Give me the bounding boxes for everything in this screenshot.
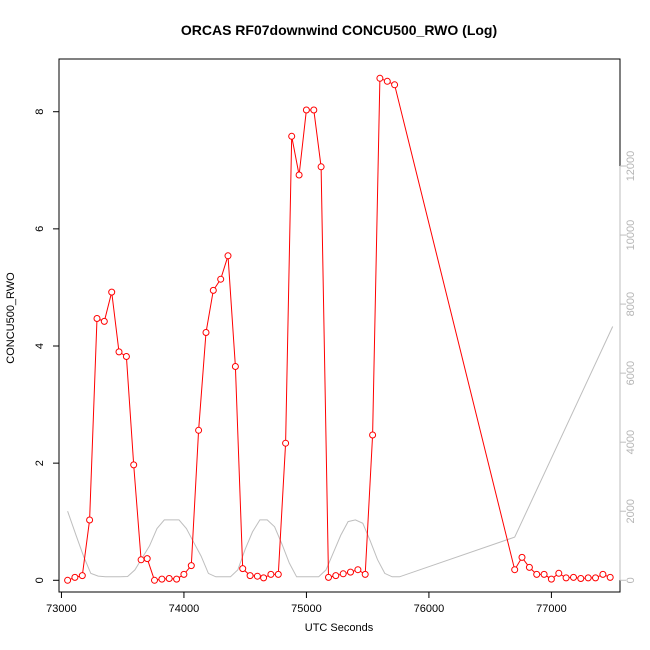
primary-data-point — [391, 81, 399, 89]
y-left-tick-label: 2 — [34, 460, 46, 466]
primary-data-point — [122, 353, 130, 360]
primary-data-point — [310, 106, 318, 114]
primary-data-point — [71, 573, 79, 581]
primary-data-point — [173, 575, 181, 583]
primary-data-point — [547, 575, 555, 583]
primary-data-point — [592, 574, 599, 582]
primary-data-point — [511, 566, 519, 574]
primary-data-point — [137, 556, 145, 564]
primary-data-point — [115, 348, 123, 356]
secondary-series — [67, 326, 614, 578]
primary-data-point — [187, 562, 195, 570]
primary-data-point — [260, 574, 268, 582]
primary-data-point — [93, 315, 101, 322]
primary-data-point — [64, 576, 72, 584]
x-tick-label: 76000 — [414, 603, 445, 615]
y-left-tick-label: 0 — [34, 577, 46, 583]
x-tick-label: 73000 — [46, 603, 77, 615]
y-left-tick-label: 6 — [34, 226, 46, 232]
primary-series — [64, 74, 614, 584]
primary-data-point — [202, 329, 210, 336]
primary-data-point — [525, 563, 533, 571]
primary-data-point — [376, 74, 384, 82]
primary-data-point — [282, 439, 290, 447]
primary-data-point — [518, 553, 526, 561]
x-tick-label: 74000 — [169, 603, 200, 615]
y-axis-label: CONCU500_RWO — [5, 272, 17, 364]
x-tick-label: 75000 — [291, 603, 322, 615]
primary-data-point — [195, 426, 203, 434]
primary-data-point — [383, 77, 391, 85]
primary-data-point — [339, 570, 347, 578]
primary-data-point — [231, 363, 239, 370]
plot-area-frame — [58, 58, 621, 593]
primary-data-point — [180, 570, 188, 578]
primary-data-point — [130, 461, 138, 469]
x-axis: 73000 74000 75000 76000 77000 — [46, 591, 567, 615]
primary-data-point — [295, 171, 303, 179]
primary-data-point — [100, 317, 108, 325]
primary-data-point — [354, 566, 362, 574]
y-right-tick-label: 8000 — [625, 292, 637, 316]
primary-data-point — [288, 132, 296, 140]
y-right-tick-label: 2000 — [625, 499, 637, 523]
x-axis-label: UTC Seconds — [305, 622, 374, 634]
primary-data-point — [533, 570, 541, 578]
primary-data-point — [246, 572, 254, 580]
primary-data-point — [224, 252, 232, 260]
primary-series-line — [67, 77, 611, 581]
x-tick-label: 77000 — [536, 603, 567, 615]
primary-data-point — [143, 555, 151, 563]
primary-data-point — [555, 569, 563, 577]
y-right-tick-label: 12000 — [625, 151, 637, 182]
primary-data-point — [78, 572, 86, 580]
primary-data-point — [606, 573, 614, 581]
y-left-tick-label: 8 — [34, 109, 46, 115]
y-axis-right: 0 2000 4000 6000 8000 10000 12000 — [619, 151, 637, 583]
primary-data-point — [347, 568, 354, 576]
primary-data-point — [274, 570, 282, 578]
primary-data-point — [332, 572, 340, 580]
primary-data-point — [599, 570, 607, 578]
primary-data-point — [209, 286, 217, 294]
primary-data-point — [108, 288, 116, 296]
primary-data-point — [570, 573, 577, 581]
secondary-series-line — [67, 326, 614, 578]
primary-data-point — [217, 275, 225, 283]
primary-data-point — [267, 570, 275, 578]
primary-data-point — [165, 575, 173, 582]
primary-data-point — [361, 570, 369, 578]
primary-data-point — [540, 570, 548, 578]
primary-data-point — [86, 516, 94, 524]
y-right-tick-label: 0 — [625, 577, 637, 583]
primary-data-point — [325, 573, 332, 581]
primary-data-point — [239, 565, 247, 573]
primary-data-point — [562, 574, 570, 582]
primary-data-point — [577, 575, 585, 582]
primary-data-point — [302, 106, 310, 114]
y-right-tick-label: 4000 — [625, 430, 637, 454]
primary-data-point — [151, 576, 158, 584]
y-axis-left: 0 2 4 6 8 — [34, 109, 60, 583]
chart-title: ORCAS RF07downwind CONCU500_RWO (Log) — [181, 22, 497, 38]
y-left-tick-label: 4 — [34, 343, 46, 349]
primary-data-point — [317, 163, 325, 171]
y-right-tick-label: 6000 — [625, 361, 637, 385]
primary-data-point — [253, 572, 261, 580]
y-right-tick-label: 10000 — [625, 220, 637, 251]
primary-data-point — [158, 575, 166, 583]
primary-data-point — [584, 574, 592, 582]
primary-data-point — [369, 431, 377, 439]
